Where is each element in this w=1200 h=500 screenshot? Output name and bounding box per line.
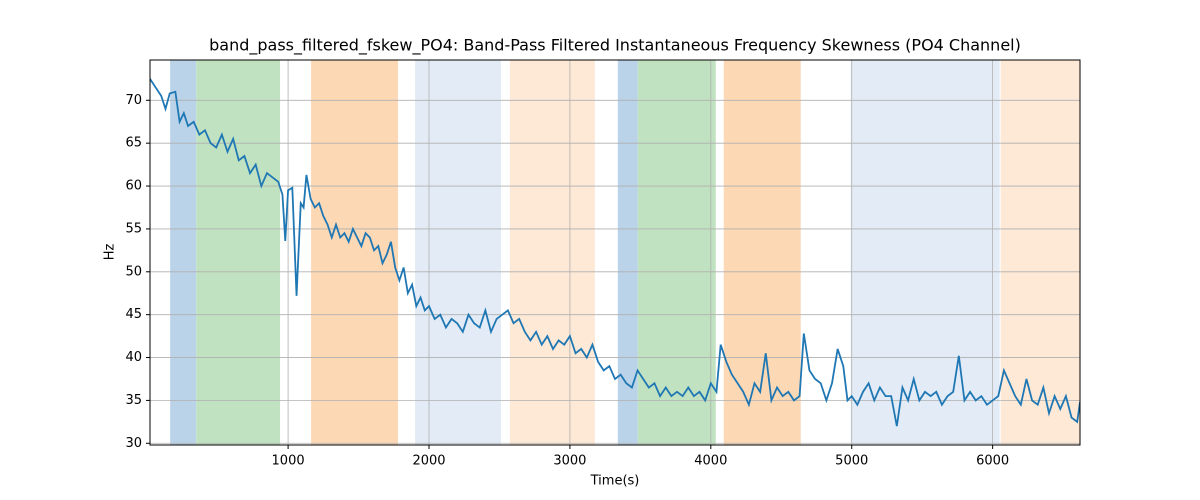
x-tick-label: 4000 <box>694 454 727 469</box>
shaded-span <box>415 60 502 445</box>
chart-title: band_pass_filtered_fskew_PO4: Band-Pass … <box>209 36 1021 56</box>
data-line <box>150 78 1080 427</box>
shaded-span <box>723 60 801 445</box>
x-tick-label: 3000 <box>553 454 586 469</box>
shaded-span <box>509 60 595 445</box>
y-tick-label: 70 <box>125 93 142 108</box>
x-tick-label: 5000 <box>835 454 868 469</box>
x-tick-label: 6000 <box>976 454 1009 469</box>
y-tick-label: 50 <box>125 264 142 279</box>
y-tick-label: 35 <box>125 393 142 408</box>
shaded-span <box>850 60 1000 445</box>
y-tick-label: 55 <box>125 221 142 236</box>
y-tick-label: 45 <box>125 307 142 322</box>
y-tick-label: 30 <box>125 436 142 451</box>
y-tick-label: 65 <box>125 136 142 151</box>
y-tick-label: 40 <box>125 350 142 365</box>
shaded-span <box>196 60 281 445</box>
x-tick-label: 2000 <box>412 454 445 469</box>
x-axis-label: Time(s) <box>590 474 640 489</box>
y-axis-label: Hz <box>103 244 118 261</box>
x-tick-label: 1000 <box>272 454 305 469</box>
shaded-span <box>170 60 197 445</box>
shaded-span <box>617 60 638 445</box>
y-tick-label: 60 <box>125 179 142 194</box>
shaded-span <box>311 60 398 445</box>
plot-frame <box>149 59 1081 446</box>
shaded-span <box>637 60 716 445</box>
shaded-span <box>1000 60 1080 445</box>
